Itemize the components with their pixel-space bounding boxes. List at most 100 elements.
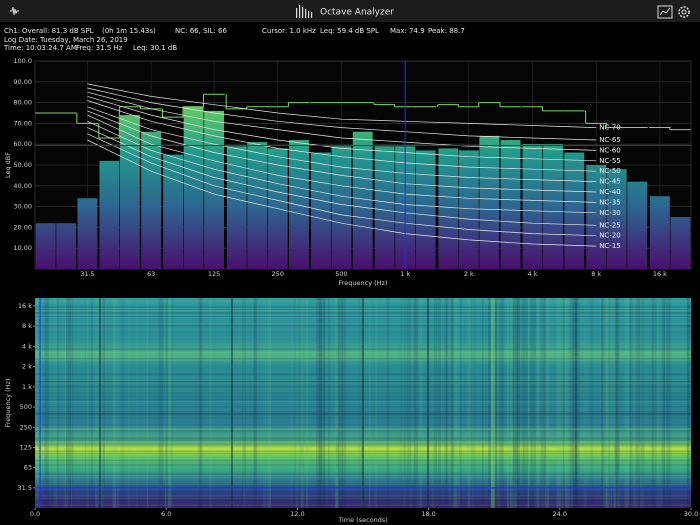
spectrogram-texture bbox=[545, 298, 550, 508]
spectrogram-texture bbox=[517, 298, 521, 508]
info-text: Leq: 59.4 dB SPL bbox=[320, 27, 379, 35]
spectrogram-texture bbox=[167, 298, 172, 508]
spectrogram-texture bbox=[433, 298, 437, 508]
spectrogram-texture bbox=[84, 298, 86, 508]
bar bbox=[564, 152, 585, 269]
bar bbox=[56, 223, 77, 269]
spectrogram-texture bbox=[664, 298, 666, 508]
graph-button[interactable] bbox=[657, 5, 673, 19]
bar bbox=[163, 154, 184, 269]
spectrogram-texture bbox=[669, 298, 672, 508]
spectrogram-texture bbox=[651, 298, 654, 508]
bar bbox=[670, 217, 691, 269]
info-panel: Ch1: Overall: 81.3 dB SPL (0h 1m 15.43s)… bbox=[3, 27, 465, 52]
spectrogram-texture bbox=[158, 298, 164, 508]
top-bar bbox=[0, 0, 700, 22]
spectrogram-texture bbox=[301, 298, 304, 508]
bar bbox=[415, 150, 436, 269]
spectrogram-texture bbox=[306, 298, 309, 508]
y-tick-label: 250 bbox=[20, 423, 32, 431]
x-tick-label: 63 bbox=[147, 270, 155, 278]
nc-label: NC-25 bbox=[599, 221, 621, 229]
spectrogram-texture bbox=[688, 298, 691, 508]
spectrogram-texture bbox=[467, 298, 471, 508]
spectrogram-texture bbox=[496, 298, 501, 508]
info-text: Overall: 81.3 dB SPL bbox=[22, 27, 94, 35]
y-tick-label: 125 bbox=[20, 444, 32, 452]
spectrogram-texture bbox=[494, 298, 498, 508]
spectrogram-texture bbox=[572, 298, 578, 508]
spectrogram-texture bbox=[120, 298, 125, 508]
spectrogram-texture bbox=[62, 298, 65, 508]
spectrogram-texture bbox=[35, 298, 40, 508]
settings-button[interactable] bbox=[678, 6, 690, 18]
nc-curve bbox=[87, 100, 597, 172]
spectrogram-texture bbox=[69, 298, 74, 508]
spectrogram-texture bbox=[492, 298, 495, 508]
nc-curve bbox=[87, 114, 597, 203]
spectrogram-texture bbox=[290, 298, 293, 508]
y-tick-label: 8 k bbox=[22, 322, 32, 330]
bar bbox=[141, 131, 162, 269]
bar bbox=[374, 146, 395, 269]
spectrogram-texture bbox=[165, 298, 168, 508]
nc-label: NC-45 bbox=[599, 178, 621, 186]
spectrogram-texture bbox=[298, 298, 304, 508]
spectrogram-texture bbox=[570, 298, 574, 508]
spectrogram-texture bbox=[616, 298, 621, 508]
spectrogram-texture bbox=[574, 298, 580, 508]
spectrogram-texture bbox=[64, 298, 69, 508]
nc-label: NC-55 bbox=[599, 157, 621, 165]
bar bbox=[77, 198, 98, 269]
spectrogram-texture bbox=[610, 298, 613, 508]
x-tick-label: 12.0 bbox=[290, 510, 304, 518]
nc-curve bbox=[87, 120, 597, 214]
spectrogram-texture bbox=[253, 298, 257, 508]
spectrogram-texture bbox=[509, 298, 515, 508]
spectrogram-texture bbox=[71, 298, 73, 508]
bar bbox=[226, 146, 247, 269]
spectrogram-texture bbox=[513, 298, 518, 508]
nc-curve bbox=[87, 91, 597, 151]
spectrogram-texture bbox=[635, 298, 640, 508]
y-tick-label: 40.00 bbox=[13, 182, 32, 190]
spectrogram-texture bbox=[90, 298, 94, 508]
spectrogram-texture bbox=[94, 298, 99, 508]
spectrogram-texture bbox=[556, 298, 561, 508]
y-tick-label: 100.0 bbox=[13, 57, 32, 65]
spectrogram-texture bbox=[687, 298, 690, 508]
spectrogram-texture bbox=[509, 298, 513, 508]
spectrogram-texture bbox=[544, 298, 547, 508]
spectrogram-texture bbox=[165, 298, 167, 508]
spectrogram-texture bbox=[533, 298, 536, 508]
spectrogram-texture bbox=[613, 298, 617, 508]
spectrogram-texture bbox=[601, 298, 604, 508]
bar bbox=[649, 196, 670, 269]
spectrogram-texture bbox=[44, 298, 49, 508]
spectrogram-texture bbox=[419, 298, 423, 508]
spectrogram-texture bbox=[35, 298, 38, 508]
spectrogram-texture bbox=[564, 298, 570, 508]
nc-curve bbox=[87, 83, 597, 128]
spectrogram-texture bbox=[407, 298, 412, 508]
spectrogram-texture bbox=[198, 298, 203, 508]
info-text: Time: 10:03:24.7 AM bbox=[3, 44, 77, 52]
x-axis-title: Time (seconds) bbox=[337, 516, 388, 524]
bar bbox=[289, 140, 309, 269]
spectrogram-texture bbox=[602, 298, 607, 508]
spectrogram-texture bbox=[605, 298, 607, 508]
spectrogram-texture bbox=[267, 298, 270, 508]
x-tick-label: 500 bbox=[335, 270, 347, 278]
spectrogram-texture bbox=[451, 298, 455, 508]
spectrogram-texture bbox=[336, 298, 339, 508]
spectrogram-texture bbox=[431, 298, 437, 508]
spectrogram-texture bbox=[399, 298, 403, 508]
spectrogram-texture bbox=[536, 298, 540, 508]
spectrogram-texture bbox=[491, 298, 495, 508]
app-icon[interactable] bbox=[10, 6, 19, 16]
nc-curve bbox=[87, 139, 597, 247]
spectrogram-texture bbox=[656, 298, 661, 508]
bar bbox=[522, 144, 543, 269]
spectrogram-texture bbox=[511, 298, 517, 508]
